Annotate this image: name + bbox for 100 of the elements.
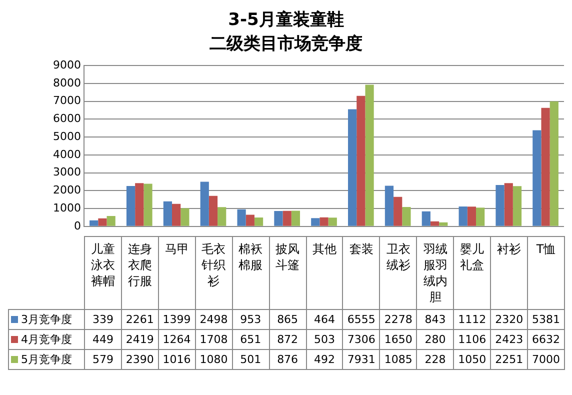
data-label: 651 bbox=[232, 330, 270, 350]
data-label: 1106 bbox=[454, 330, 491, 350]
bar bbox=[180, 208, 190, 226]
data-label: 1708 bbox=[195, 330, 232, 350]
bar bbox=[208, 196, 218, 226]
x-tick-label: 毛衣针织衫 bbox=[195, 236, 232, 310]
data-label: 5381 bbox=[528, 310, 564, 330]
data-label: 876 bbox=[269, 350, 306, 370]
x-tick-label: 羽绒服羽绒内胆 bbox=[416, 236, 454, 310]
bar bbox=[98, 218, 107, 226]
chart-title: 3-5月童装童鞋 bbox=[227, 9, 345, 32]
data-label: 843 bbox=[416, 310, 454, 330]
bar bbox=[144, 184, 152, 226]
data-label: 2423 bbox=[490, 330, 528, 350]
data-label: 2390 bbox=[121, 350, 158, 370]
x-tick-label: 连身衣爬行服 bbox=[121, 236, 158, 310]
data-label: 339 bbox=[84, 310, 122, 330]
x-tick-label: 卫衣绒衫 bbox=[380, 236, 417, 310]
y-tick-label: 0 bbox=[74, 219, 81, 232]
data-label: 7306 bbox=[342, 330, 380, 350]
y-tick-label: 4000 bbox=[53, 148, 81, 161]
bar bbox=[328, 218, 337, 226]
bar bbox=[320, 217, 328, 226]
y-tick-label: 1000 bbox=[53, 201, 81, 214]
bar bbox=[430, 221, 440, 226]
data-label: 228 bbox=[416, 350, 454, 370]
bar bbox=[246, 214, 254, 226]
data-label: 579 bbox=[84, 350, 122, 370]
bar bbox=[422, 211, 430, 226]
data-label: 2498 bbox=[195, 310, 232, 330]
y-tick-label: 3000 bbox=[53, 166, 81, 179]
y-tick-label: 9000 bbox=[53, 58, 81, 72]
bar bbox=[532, 130, 542, 226]
bar bbox=[550, 101, 558, 226]
data-label: 1080 bbox=[195, 350, 232, 370]
data-label: 7000 bbox=[528, 350, 564, 370]
data-label: 464 bbox=[306, 310, 343, 330]
data-label: 6555 bbox=[342, 310, 380, 330]
chart-subtitle: 二级类目市场竞争度 bbox=[208, 33, 364, 56]
bar bbox=[311, 218, 320, 226]
legend-label: 4月竞争度 bbox=[8, 330, 84, 350]
data-label: 503 bbox=[306, 330, 343, 350]
bar bbox=[476, 208, 485, 226]
data-label: 865 bbox=[269, 310, 306, 330]
data-label: 2251 bbox=[490, 350, 528, 370]
bar bbox=[512, 186, 522, 226]
data-label: 449 bbox=[84, 330, 122, 350]
data-label: 1016 bbox=[158, 350, 196, 370]
bar bbox=[394, 196, 402, 226]
bar bbox=[365, 84, 374, 226]
data-label: 1050 bbox=[454, 350, 491, 370]
data-label: 7931 bbox=[342, 350, 380, 370]
bar bbox=[237, 209, 246, 226]
bar bbox=[504, 183, 513, 226]
bar bbox=[348, 109, 357, 226]
x-tick-label: 衬衫 bbox=[490, 236, 528, 310]
data-label: 492 bbox=[306, 350, 343, 370]
bar bbox=[106, 216, 116, 226]
data-label: 2419 bbox=[121, 330, 158, 350]
data-label: 1650 bbox=[380, 330, 417, 350]
x-tick-label: 套装 bbox=[342, 236, 380, 310]
data-label: 1112 bbox=[454, 310, 491, 330]
data-label: 1399 bbox=[158, 310, 196, 330]
bar bbox=[458, 206, 468, 226]
data-label: 872 bbox=[269, 330, 306, 350]
bar bbox=[126, 186, 136, 226]
y-tick-label: 5000 bbox=[53, 130, 81, 143]
bar bbox=[163, 201, 172, 226]
x-tick-label: 婴儿礼盒 bbox=[454, 236, 491, 310]
y-tick-label: 7000 bbox=[53, 94, 81, 108]
x-tick-label: 其他 bbox=[306, 236, 343, 310]
bar bbox=[90, 220, 98, 226]
x-tick-label: T恤 bbox=[528, 236, 564, 310]
bar bbox=[274, 210, 283, 226]
bar bbox=[384, 186, 394, 226]
bar bbox=[541, 108, 550, 226]
data-label: 1264 bbox=[158, 330, 196, 350]
bar bbox=[356, 96, 366, 226]
x-tick-label: 棉袄棉服 bbox=[232, 236, 270, 310]
bar bbox=[439, 222, 448, 226]
bar bbox=[291, 210, 300, 226]
data-label: 2320 bbox=[490, 310, 528, 330]
y-tick-label: 8000 bbox=[53, 76, 81, 90]
data-label: 2261 bbox=[121, 310, 158, 330]
bar bbox=[200, 182, 209, 226]
x-tick-label: 儿童泳衣裤帽 bbox=[84, 236, 122, 310]
x-tick-label: 披风斗篷 bbox=[269, 236, 306, 310]
data-label: 953 bbox=[232, 310, 270, 330]
bar bbox=[467, 206, 476, 226]
bar bbox=[135, 183, 144, 226]
bar bbox=[402, 207, 411, 226]
bar bbox=[218, 207, 226, 226]
bar bbox=[282, 210, 292, 226]
data-label: 501 bbox=[232, 350, 270, 370]
data-label: 2278 bbox=[380, 310, 417, 330]
legend-label: 5月竞争度 bbox=[8, 350, 84, 370]
x-tick-label: 马甲 bbox=[158, 236, 196, 310]
data-label: 1085 bbox=[380, 350, 417, 370]
bar bbox=[254, 217, 264, 226]
y-tick-label: 2000 bbox=[53, 184, 81, 197]
